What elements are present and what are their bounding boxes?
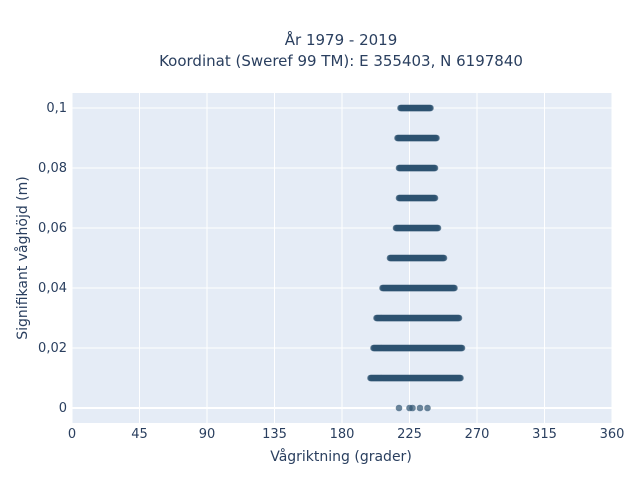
y-tick-label: 0,04 [38, 281, 67, 296]
x-axis-title: Vågriktning (grader) [270, 448, 412, 465]
x-tick-label: 360 [600, 427, 625, 442]
x-tick-label: 90 [199, 427, 216, 442]
y-tick-label: 0 [59, 401, 67, 416]
data-point [427, 104, 434, 112]
x-tick-label: 270 [465, 427, 490, 442]
data-points [367, 104, 466, 412]
data-point [431, 164, 439, 172]
data-point [433, 134, 440, 142]
data-point [409, 404, 416, 412]
data-point [434, 224, 442, 232]
data-point [440, 254, 448, 262]
x-tick-label: 135 [262, 427, 287, 442]
x-tick-labels: 0 45 90 135 180 225 270 315 360 [68, 427, 625, 442]
y-tick-label: 0,06 [38, 221, 67, 236]
data-point [431, 194, 439, 202]
grid-lines [71, 93, 613, 423]
y-tick-label: 0,1 [46, 101, 67, 116]
data-point [458, 344, 466, 352]
y-tick-labels: 0 0,02 0,04 0,06 0,08 0,1 [38, 101, 67, 416]
data-point [457, 374, 464, 382]
chart-title: År 1979 - 2019 [285, 30, 398, 49]
y-axis-title: Signifikant våghöjd (m) [14, 176, 31, 339]
chart-subtitle: Koordinat (Sweref 99 TM): E 355403, N 61… [159, 52, 523, 70]
x-tick-label: 225 [397, 427, 422, 442]
data-point [395, 404, 403, 412]
x-tick-label: 0 [68, 427, 76, 442]
data-point [455, 314, 463, 322]
y-tick-label: 0,08 [38, 161, 67, 176]
data-point [416, 404, 424, 412]
data-point [451, 284, 458, 292]
x-tick-label: 45 [131, 427, 148, 442]
x-tick-label: 315 [532, 427, 557, 442]
y-tick-label: 0,02 [38, 341, 67, 356]
data-point [424, 404, 431, 412]
x-tick-label: 180 [330, 427, 355, 442]
